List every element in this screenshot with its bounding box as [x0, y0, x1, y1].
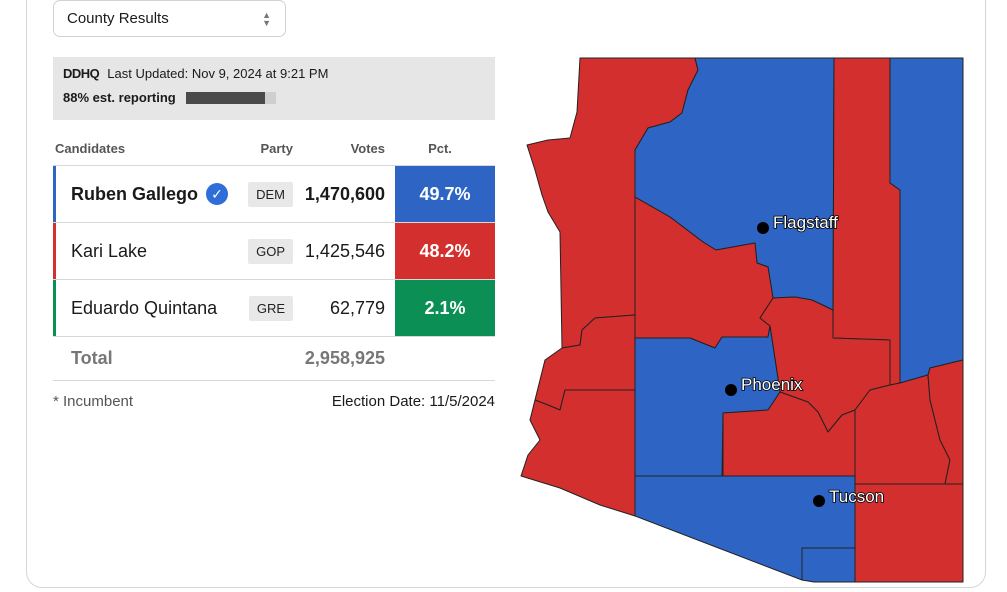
- header-pct: Pct.: [428, 141, 452, 156]
- table-header: Candidates Party Votes Pct.: [53, 132, 495, 166]
- select-value: County Results: [67, 10, 169, 27]
- votes-cell: 62,779: [329, 297, 385, 318]
- party-tag: DEM: [248, 181, 293, 207]
- county-santa-cruz[interactable]: [801, 547, 856, 583]
- county-yuma[interactable]: [520, 389, 636, 517]
- candidate-name: Kari Lake: [53, 241, 233, 262]
- party-color-bar: [53, 280, 56, 336]
- table-row: Eduardo Quintana GRE 62,779 2.1%: [53, 280, 495, 337]
- header-votes: Votes: [350, 141, 385, 156]
- party-tag: GOP: [248, 238, 293, 264]
- votes-cell: 1,425,546: [304, 240, 385, 261]
- candidate-name-text: Eduardo Quintana: [71, 297, 218, 318]
- pct-cell: 48.2%: [395, 223, 495, 279]
- party-color-bar: [53, 166, 56, 222]
- city-marker-flagstaff: [757, 222, 769, 234]
- city-flagstaff: Flagstaff: [757, 212, 839, 234]
- votes-cell: 1,470,600: [304, 183, 385, 204]
- candidate-name-text: Ruben Gallego: [71, 183, 199, 204]
- party-color-bar: [53, 223, 56, 279]
- city-label-flagstaff: Flagstaff: [773, 213, 838, 232]
- election-date: Election Date: 11/5/2024: [331, 393, 495, 410]
- table-footer: * Incumbent Election Date: 11/5/2024: [53, 393, 495, 410]
- last-updated-text: Last Updated: Nov 9, 2024 at 9:21 PM: [107, 66, 329, 81]
- candidate-name: Eduardo Quintana: [53, 298, 233, 319]
- city-label-tucson: Tucson: [829, 487, 884, 506]
- reporting-progress-fill: [185, 91, 265, 104]
- total-label: Total: [71, 348, 113, 368]
- party-cell: GOP: [233, 238, 293, 264]
- city-phoenix: Phoenix: [725, 374, 804, 396]
- header-candidates: Candidates: [55, 141, 126, 156]
- city-tucson: Tucson: [813, 486, 885, 507]
- city-marker-tucson: [813, 495, 825, 507]
- candidate-name: Ruben Gallego ✓: [53, 183, 233, 205]
- pct-cell: 2.1%: [395, 280, 495, 336]
- county-cochise[interactable]: [854, 483, 964, 583]
- ddhq-logo: DDHQ: [63, 66, 100, 81]
- total-votes: 2,958,925: [304, 348, 385, 368]
- party-tag: GRE: [248, 295, 293, 321]
- reporting-text: 88% est. reporting: [63, 90, 176, 105]
- results-table: Candidates Party Votes Pct. Ruben Galleg…: [53, 132, 495, 410]
- arizona-county-map: Flagstaff Phoenix Tucson: [520, 57, 964, 583]
- header-party: Party: [260, 141, 293, 156]
- party-cell: GRE: [233, 295, 293, 321]
- city-label-phoenix: Phoenix: [741, 375, 803, 394]
- pct-cell: 49.7%: [395, 166, 495, 222]
- county-apache[interactable]: [889, 57, 964, 384]
- reporting-progress-bar: [185, 91, 276, 104]
- winner-check-icon: ✓: [206, 183, 229, 205]
- table-row: Ruben Gallego ✓ DEM 1,470,600 49.7%: [53, 166, 495, 223]
- candidate-name-text: Kari Lake: [71, 240, 148, 261]
- incumbent-note: * Incumbent: [53, 393, 134, 410]
- chevron-updown-icon: ▲ ▼: [262, 10, 271, 28]
- county-results-select[interactable]: County Results ▲ ▼: [53, 0, 286, 37]
- city-marker-phoenix: [725, 384, 737, 396]
- party-cell: DEM: [233, 181, 293, 207]
- status-banner: DDHQ Last Updated: Nov 9, 2024 at 9:21 P…: [53, 57, 495, 120]
- total-row: Total 2,958,925: [53, 337, 495, 381]
- table-row: Kari Lake GOP 1,425,546 48.2%: [53, 223, 495, 280]
